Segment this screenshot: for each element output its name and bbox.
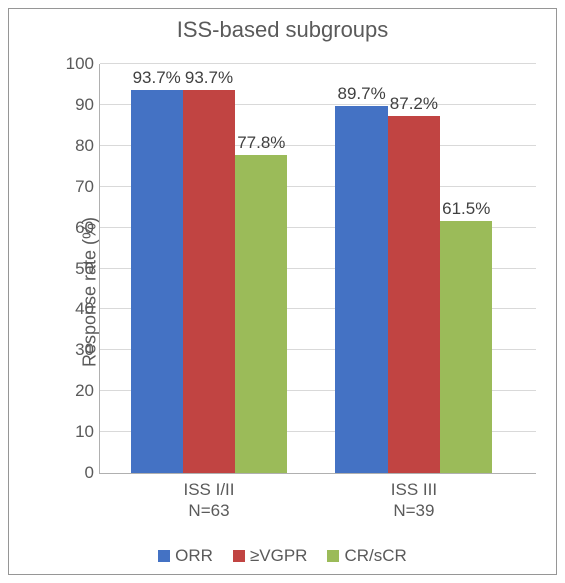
bar: 93.7% bbox=[183, 90, 235, 473]
legend-swatch bbox=[233, 550, 245, 562]
x-group-label-line1: ISS III bbox=[327, 479, 501, 500]
gridline bbox=[100, 63, 536, 64]
y-tick-label: 40 bbox=[75, 299, 100, 319]
legend-item: ≥VGPR bbox=[233, 546, 308, 566]
bar: 77.8% bbox=[235, 155, 287, 473]
bar-value-label: 77.8% bbox=[237, 133, 285, 155]
x-group-label-line1: ISS I/II bbox=[122, 479, 296, 500]
bar: 93.7% bbox=[131, 90, 183, 473]
chart-title: ISS-based subgroups bbox=[9, 17, 556, 43]
y-tick-label: 30 bbox=[75, 340, 100, 360]
legend-item: CR/sCR bbox=[327, 546, 406, 566]
x-group-label-line2: N=39 bbox=[327, 500, 501, 521]
legend-swatch bbox=[327, 550, 339, 562]
y-tick-label: 80 bbox=[75, 136, 100, 156]
x-group-label-line2: N=63 bbox=[122, 500, 296, 521]
bar-value-label: 93.7% bbox=[133, 68, 181, 90]
bar-value-label: 87.2% bbox=[390, 94, 438, 116]
chart-container: ISS-based subgroups Response rate (%) 01… bbox=[8, 8, 557, 575]
bar-value-label: 61.5% bbox=[442, 199, 490, 221]
bar-value-label: 89.7% bbox=[337, 84, 385, 106]
y-tick-label: 20 bbox=[75, 381, 100, 401]
bar: 89.7% bbox=[335, 106, 387, 473]
y-tick-label: 60 bbox=[75, 218, 100, 238]
bar: 61.5% bbox=[440, 221, 492, 473]
y-tick-label: 100 bbox=[66, 54, 100, 74]
x-group-label: ISS IIIN=39 bbox=[327, 473, 501, 522]
legend-item: ORR bbox=[158, 546, 213, 566]
y-tick-label: 50 bbox=[75, 259, 100, 279]
legend-swatch bbox=[158, 550, 170, 562]
bar-value-label: 93.7% bbox=[185, 68, 233, 90]
y-tick-label: 70 bbox=[75, 177, 100, 197]
y-tick-label: 10 bbox=[75, 422, 100, 442]
legend-label: ≥VGPR bbox=[250, 546, 308, 565]
bar: 87.2% bbox=[388, 116, 440, 473]
plot-area: 010203040506070809010093.7%93.7%77.8%ISS… bbox=[99, 64, 536, 474]
legend: ORR ≥VGPR CR/sCR bbox=[9, 546, 556, 566]
legend-label: CR/sCR bbox=[344, 546, 406, 565]
x-group-label: ISS I/IIN=63 bbox=[122, 473, 296, 522]
y-tick-label: 90 bbox=[75, 95, 100, 115]
y-tick-label: 0 bbox=[85, 463, 100, 483]
legend-label: ORR bbox=[175, 546, 213, 565]
